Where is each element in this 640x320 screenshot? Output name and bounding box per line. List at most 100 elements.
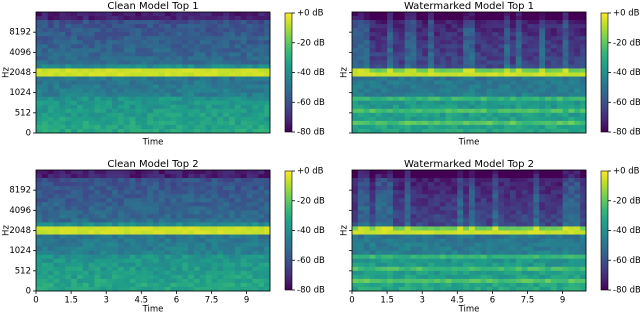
spectrogram-cell <box>422 247 428 251</box>
spectrogram-cell <box>89 218 95 222</box>
spectrogram-cell <box>176 182 182 186</box>
spectrogram-cell <box>416 36 422 40</box>
spectrogram-cell <box>106 194 112 198</box>
spectrogram-cell <box>118 113 124 117</box>
spectrogram-cell <box>469 170 475 174</box>
spectrogram-cell <box>568 210 574 214</box>
spectrogram-cell <box>568 190 574 194</box>
spectrogram-cell <box>153 218 159 222</box>
spectrogram-cell <box>247 16 253 20</box>
spectrogram-cell <box>206 267 212 271</box>
spectrogram-cell <box>405 202 411 206</box>
spectrogram-cell <box>112 89 118 93</box>
spectrogram-cell <box>475 283 481 287</box>
spectrogram-cell <box>358 32 364 36</box>
spectrogram-cell <box>147 48 153 52</box>
spectrogram-cell <box>516 52 522 56</box>
spectrogram-cell <box>446 271 452 275</box>
spectrogram-cell <box>141 89 147 93</box>
spectrogram-cell <box>135 226 141 230</box>
spectrogram-cell <box>188 214 194 218</box>
spectrogram-cell <box>446 239 452 243</box>
spectrogram-cell <box>235 40 241 44</box>
spectrogram-cell <box>223 68 229 72</box>
spectrogram-cell <box>387 60 393 64</box>
spectrogram-cell <box>399 222 405 226</box>
spectrogram-cell <box>54 194 60 198</box>
spectrogram-cell <box>551 101 557 105</box>
spectrogram-cell <box>393 218 399 222</box>
spectrogram-cell <box>165 125 171 129</box>
spectrogram-cell <box>48 279 54 283</box>
spectrogram-cell <box>42 85 48 89</box>
spectrogram-cell <box>469 121 475 125</box>
spectrogram-cell <box>153 12 159 16</box>
spectrogram-cell <box>504 52 510 56</box>
spectrogram-cell <box>487 178 493 182</box>
spectrogram-cell <box>182 64 188 68</box>
spectrogram-cell <box>492 202 498 206</box>
spectrogram-cell <box>264 125 270 129</box>
spectrogram-cell <box>100 56 106 60</box>
spectrogram-cell <box>504 235 510 239</box>
spectrogram-cell <box>422 64 428 68</box>
spectrogram-cell <box>59 222 65 226</box>
spectrogram-cell <box>264 239 270 243</box>
spectrogram-cell <box>475 56 481 60</box>
spectrogram-cell <box>200 28 206 32</box>
spectrogram-cell <box>247 56 253 60</box>
spectrogram-cell <box>498 60 504 64</box>
spectrogram-cell <box>492 68 498 72</box>
spectrogram-cell <box>381 121 387 125</box>
spectrogram-cell <box>551 81 557 85</box>
spectrogram-cell <box>492 32 498 36</box>
spectrogram-cell <box>194 214 200 218</box>
spectrogram-cell <box>405 101 411 105</box>
colorbar-tick-label: -40 dB <box>297 68 325 78</box>
spectrogram-cell <box>71 40 77 44</box>
spectrogram-cell <box>375 56 381 60</box>
spectrogram-cell <box>416 170 422 174</box>
spectrogram-cell <box>194 263 200 267</box>
spectrogram-cell <box>141 247 147 251</box>
spectrogram-cell <box>89 32 95 36</box>
spectrogram-cell <box>399 202 405 206</box>
spectrogram-cell <box>252 186 258 190</box>
spectrogram-cell <box>551 267 557 271</box>
spectrogram-cell <box>100 101 106 105</box>
spectrogram-cell <box>89 89 95 93</box>
spectrogram-cell <box>428 267 434 271</box>
spectrogram-cell <box>487 263 493 267</box>
spectrogram-cell <box>241 170 247 174</box>
spectrogram-cell <box>77 174 83 178</box>
spectrogram-cell <box>165 170 171 174</box>
spectrogram-cell <box>235 251 241 255</box>
spectrogram-cell <box>48 48 54 52</box>
spectrogram-cell <box>77 93 83 97</box>
spectrogram-cell <box>580 243 586 247</box>
spectrogram-cell <box>252 81 258 85</box>
spectrogram-cell <box>36 279 42 283</box>
spectrogram-cell <box>42 89 48 93</box>
spectrogram-cell <box>223 231 229 235</box>
spectrogram-cell <box>100 231 106 235</box>
spectrogram-cell <box>434 20 440 24</box>
spectrogram-cell <box>112 36 118 40</box>
spectrogram-cell <box>463 12 469 16</box>
spectrogram-cell <box>469 255 475 259</box>
spectrogram-cell <box>399 32 405 36</box>
spectrogram-cell <box>533 20 539 24</box>
spectrogram-cell <box>95 174 101 178</box>
spectrogram-cell <box>551 32 557 36</box>
spectrogram-cell <box>528 170 534 174</box>
spectrogram-cell <box>568 117 574 121</box>
spectrogram-cell <box>510 105 516 109</box>
spectrogram-cell <box>176 194 182 198</box>
spectrogram-cell <box>71 81 77 85</box>
spectrogram-cell <box>504 279 510 283</box>
spectrogram-cell <box>182 48 188 52</box>
spectrogram-cell <box>405 259 411 263</box>
spectrogram-cell <box>247 32 253 36</box>
spectrogram-cell <box>405 263 411 267</box>
spectrogram-cell <box>563 113 569 117</box>
